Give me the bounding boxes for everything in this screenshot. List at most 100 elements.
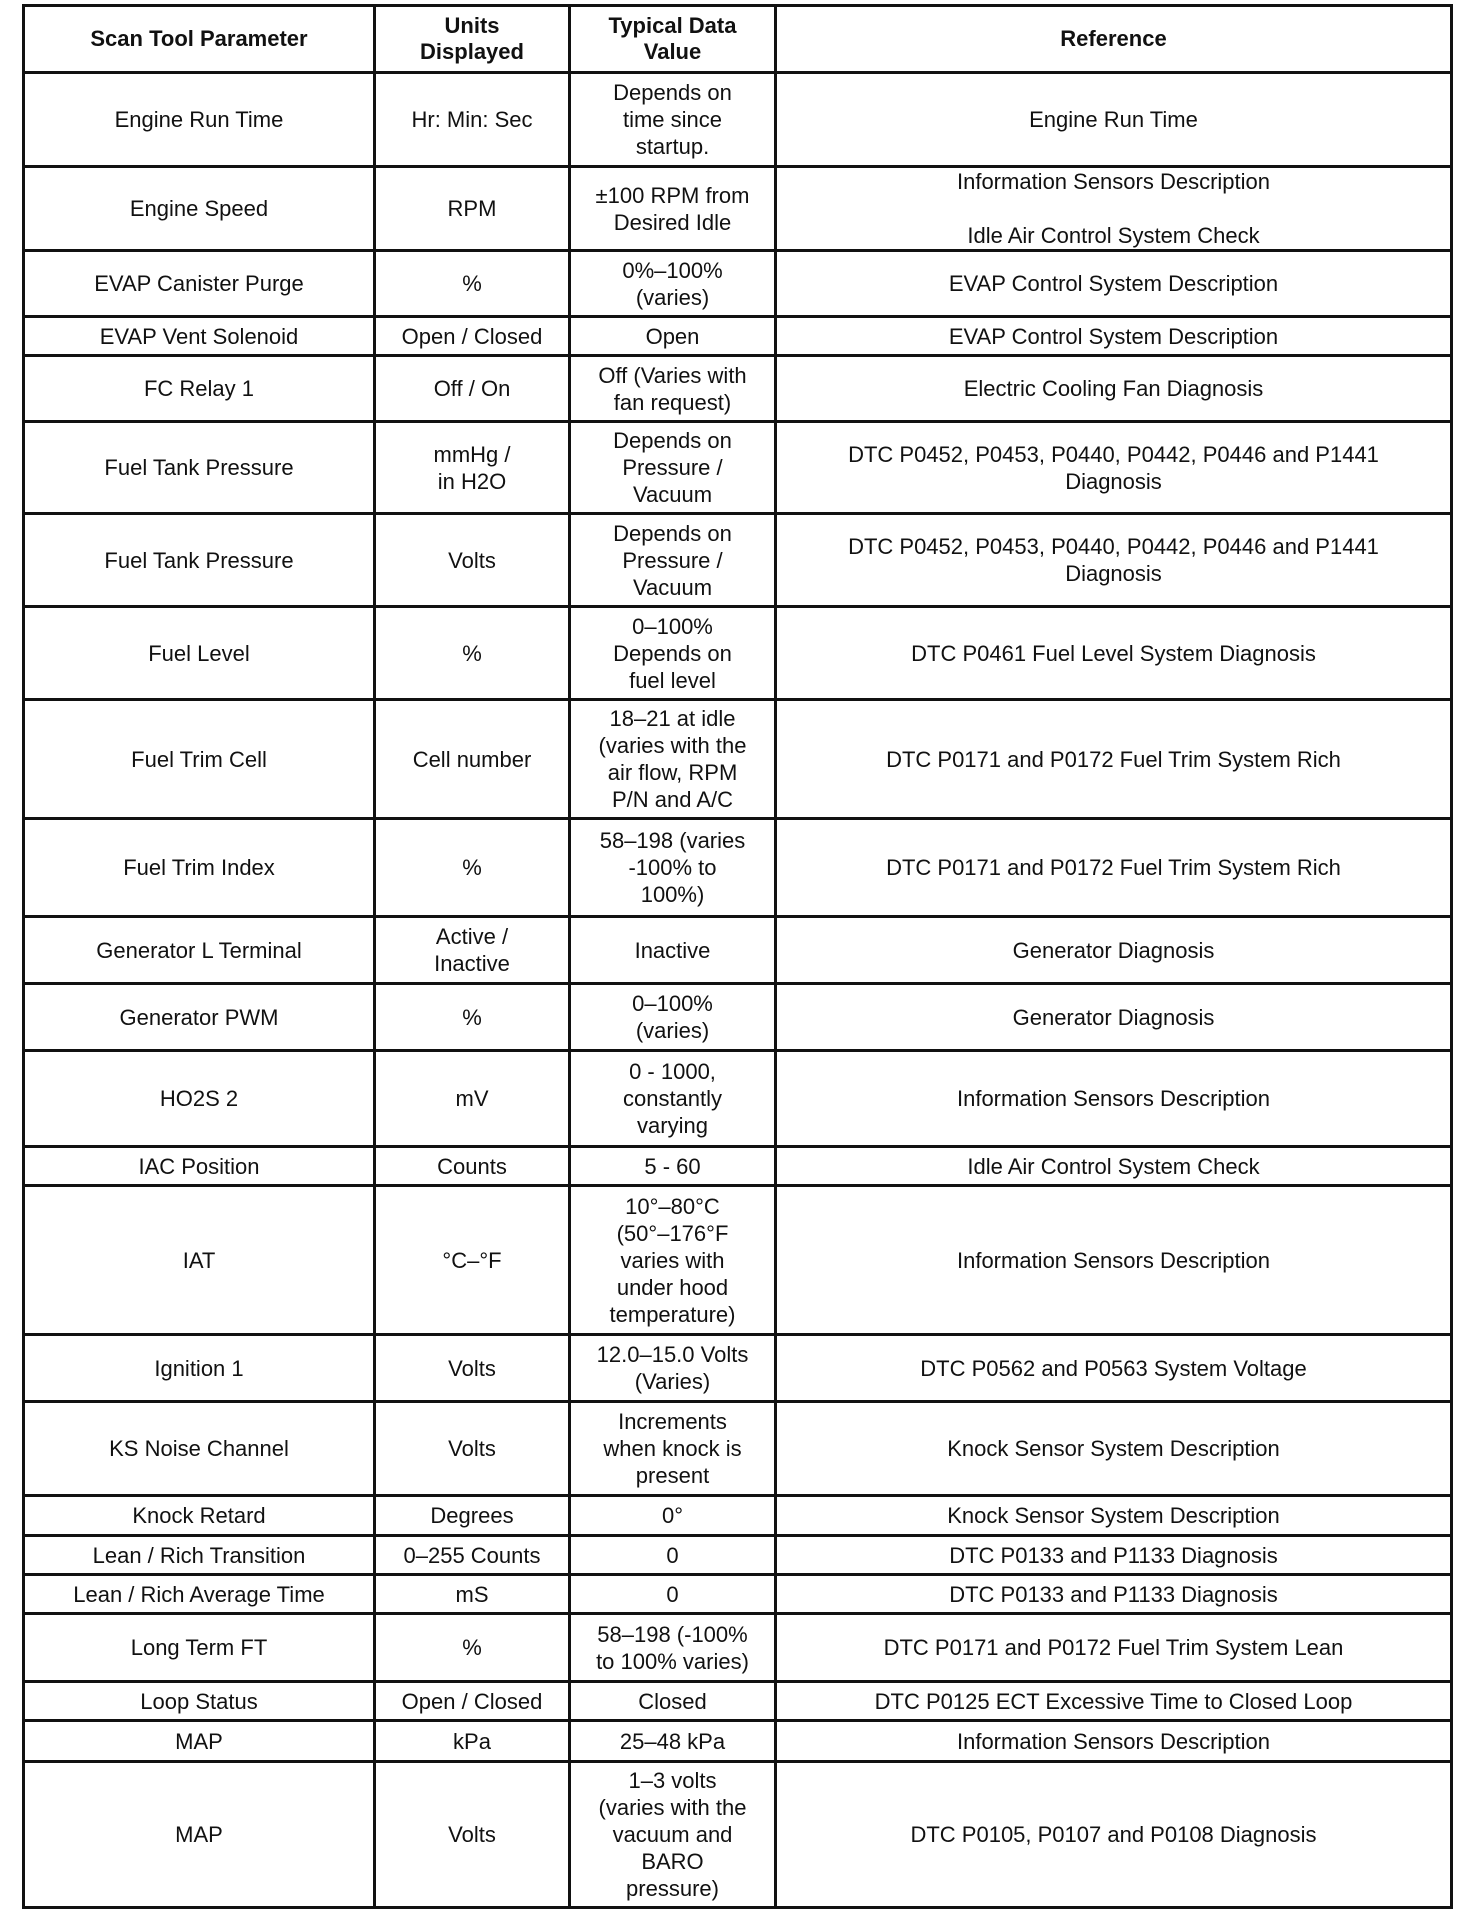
table-row: Knock Retard Degrees 0° Knock Sensor System… xyxy=(22,1494,1453,1537)
typical-value-cell: 0–100% Depends on fuel level xyxy=(568,605,777,701)
reference-cell: Knock Sensor System Description xyxy=(774,1400,1453,1497)
reference-cell: DTC P0125 ECT Excessive Time to Closed L… xyxy=(774,1680,1453,1722)
units-cell: Cell number xyxy=(373,698,571,820)
reference-cell: Information Sensors Description xyxy=(774,1719,1453,1763)
typical-value-cell: 0–100% (varies) xyxy=(568,982,777,1052)
reference-cell: DTC P0105, P0107 and P0108 Diagnosis xyxy=(774,1760,1453,1909)
typical-value-cell: 0 xyxy=(568,1573,777,1615)
units-cell: % xyxy=(373,982,571,1052)
table-row: Fuel Tank Pressure Volts Depends on Pressu… xyxy=(22,512,1453,608)
typical-value-cell: 25–48 kPa xyxy=(568,1719,777,1763)
reference-cell: Generator Diagnosis xyxy=(774,915,1453,985)
parameter-cell: Fuel Tank Pressure xyxy=(22,420,376,515)
table-row: EVAP Canister Purge% 0%–100% (varies) EVAP… xyxy=(22,249,1453,318)
reference-cell: Information Sensors Description xyxy=(774,1184,1453,1336)
units-cell: % xyxy=(373,817,571,918)
table-row: Long Term FT% 58–198 (-100% to 100% varie… xyxy=(22,1612,1453,1683)
parameter-cell: Fuel Level xyxy=(22,605,376,701)
table-row: IAC Position Counts 5 - 60 Idle Air Control… xyxy=(22,1145,1453,1187)
parameter-cell: Fuel Tank Pressure xyxy=(22,512,376,608)
header-reference: Reference xyxy=(774,4,1453,74)
reference-cell: Engine Run Time xyxy=(774,71,1453,168)
table-row: Engine Speed RPM ±100 RPM from Desired Idl… xyxy=(22,165,1453,252)
table-row: Generator PWM% 0–100% (varies) Generator D… xyxy=(22,982,1453,1052)
table-row: Lean / Rich Transition 0–255 Counts 0 DTC P… xyxy=(22,1534,1453,1576)
parameter-cell: MAP xyxy=(22,1719,376,1763)
typical-value-cell: 12.0–15.0 Volts (Varies) xyxy=(568,1333,777,1403)
parameter-cell: Fuel Trim Index xyxy=(22,817,376,918)
reference-cell: DTC P0461 Fuel Level System Diagnosis xyxy=(774,605,1453,701)
typical-value-cell: Depends on Pressure / Vacuum xyxy=(568,512,777,608)
reference-cell: Information Sensors Description Idle Air… xyxy=(774,165,1453,252)
typical-value-cell: 1–3 volts (varies with the vacuum and BA… xyxy=(568,1760,777,1909)
typical-value-cell: 10°–80°C (50°–176°F varies with under ho… xyxy=(568,1184,777,1336)
header-typical-value: Typical Data Value xyxy=(568,4,777,74)
parameter-cell: Ignition 1 xyxy=(22,1333,376,1403)
units-cell: Off / On xyxy=(373,354,571,423)
table-row: Ignition 1 Volts 12.0–15.0 Volts (Varies) D… xyxy=(22,1333,1453,1403)
reference-cell: Knock Sensor System Description xyxy=(774,1494,1453,1537)
parameter-cell: HO2S 2 xyxy=(22,1049,376,1148)
parameter-cell: Fuel Trim Cell xyxy=(22,698,376,820)
typical-value-cell: ±100 RPM from Desired Idle xyxy=(568,165,777,252)
table-row: Fuel Trim Index% 58–198 (varies -100% to … xyxy=(22,817,1453,918)
typical-value-cell: Inactive xyxy=(568,915,777,985)
parameter-cell: Generator PWM xyxy=(22,982,376,1052)
table-row: Fuel Trim Cell Cell number 18–21 at idle (… xyxy=(22,698,1453,820)
units-cell: mV xyxy=(373,1049,571,1148)
units-cell: °C–°F xyxy=(373,1184,571,1336)
reference-cell: DTC P0562 and P0563 System Voltage xyxy=(774,1333,1453,1403)
table-row: Loop Status Open / Closed Closed DTC P0125 … xyxy=(22,1680,1453,1722)
reference-cell: Generator Diagnosis xyxy=(774,982,1453,1052)
parameter-cell: Engine Run Time xyxy=(22,71,376,168)
parameter-cell: Lean / Rich Average Time xyxy=(22,1573,376,1615)
header-parameter: Scan Tool Parameter xyxy=(22,4,376,74)
reference-cell: DTC P0133 and P1133 Diagnosis xyxy=(774,1534,1453,1576)
reference-cell: DTC P0452, P0453, P0440, P0442, P0446 an… xyxy=(774,512,1453,608)
table-row: Generator L Terminal Active / Inactive Ina… xyxy=(22,915,1453,985)
reference-cell: Idle Air Control System Check xyxy=(774,1145,1453,1187)
table-row: KS Noise Channel Volts Increments when kno… xyxy=(22,1400,1453,1497)
typical-value-cell: 58–198 (varies -100% to 100%) xyxy=(568,817,777,918)
reference-cell: DTC P0171 and P0172 Fuel Trim System Ric… xyxy=(774,817,1453,918)
units-cell: Degrees xyxy=(373,1494,571,1537)
table-row: FC Relay 1 Off / On Off (Varies with fan r… xyxy=(22,354,1453,423)
typical-value-cell: Off (Varies with fan request) xyxy=(568,354,777,423)
units-cell: Volts xyxy=(373,1400,571,1497)
units-cell: % xyxy=(373,605,571,701)
typical-value-cell: 5 - 60 xyxy=(568,1145,777,1187)
header-row: Scan Tool Parameter Units Displayed Typi… xyxy=(22,4,1453,74)
reference-cell: Electric Cooling Fan Diagnosis xyxy=(774,354,1453,423)
parameter-cell: Generator L Terminal xyxy=(22,915,376,985)
scan-tool-parameter-table: Scan Tool Parameter Units Displayed Typi… xyxy=(22,4,1453,1909)
units-cell: 0–255 Counts xyxy=(373,1534,571,1576)
table-row: Fuel Level% 0–100% Depends on fuel level D… xyxy=(22,605,1453,701)
parameter-cell: FC Relay 1 xyxy=(22,354,376,423)
header-units: Units Displayed xyxy=(373,4,571,74)
parameter-cell: IAC Position xyxy=(22,1145,376,1187)
table-row: Engine Run Time Hr: Min: Sec Depends on ti… xyxy=(22,71,1453,168)
table-row: Lean / Rich Average Time mS 0 DTC P0133 and… xyxy=(22,1573,1453,1615)
reference-cell: Information Sensors Description xyxy=(774,1049,1453,1148)
parameter-cell: Engine Speed xyxy=(22,165,376,252)
parameter-cell: EVAP Vent Solenoid xyxy=(22,315,376,357)
typical-value-cell: Open xyxy=(568,315,777,357)
typical-value-cell: Depends on Pressure / Vacuum xyxy=(568,420,777,515)
table-row: MAP kPa 25–48 kPa Information Sensors Descr… xyxy=(22,1719,1453,1763)
units-cell: Volts xyxy=(373,1333,571,1403)
units-cell: Open / Closed xyxy=(373,315,571,357)
typical-value-cell: 0 - 1000, constantly varying xyxy=(568,1049,777,1148)
units-cell: Hr: Min: Sec xyxy=(373,71,571,168)
table-row: EVAP Vent Solenoid Open / Closed Open EVAP … xyxy=(22,315,1453,357)
units-cell: mmHg / in H2O xyxy=(373,420,571,515)
typical-value-cell: 0%–100% (varies) xyxy=(568,249,777,318)
reference-cell: EVAP Control System Description xyxy=(774,315,1453,357)
typical-value-cell: 58–198 (-100% to 100% varies) xyxy=(568,1612,777,1683)
units-cell: mS xyxy=(373,1573,571,1615)
parameter-cell: KS Noise Channel xyxy=(22,1400,376,1497)
parameter-cell: Knock Retard xyxy=(22,1494,376,1537)
typical-value-cell: 0 xyxy=(568,1534,777,1576)
units-cell: % xyxy=(373,1612,571,1683)
units-cell: kPa xyxy=(373,1719,571,1763)
units-cell: Counts xyxy=(373,1145,571,1187)
